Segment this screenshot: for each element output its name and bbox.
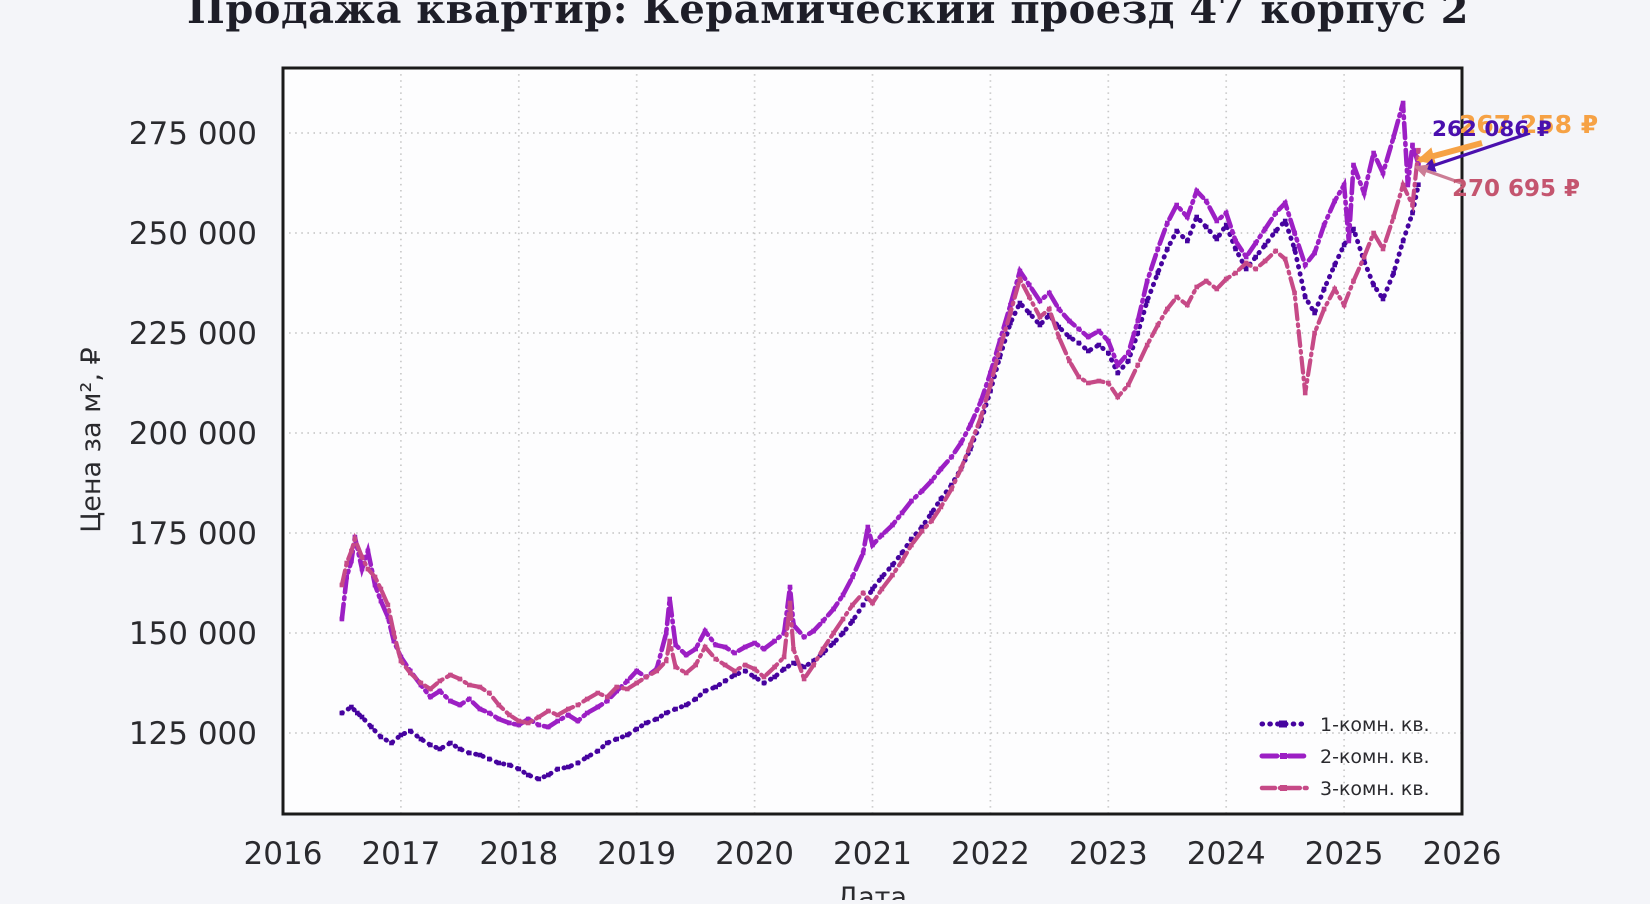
axis-tick-labels: 2016 2017 2018 2019 2020 2021 2022 2023 2024 2025… (129, 116, 1502, 872)
annotation-price-2room: 267 258 ₽ (1459, 110, 1598, 139)
x-axis-label: Дата (837, 882, 907, 900)
series-line-1room (339, 182, 1421, 782)
y-tick-label: 175 000 (129, 516, 257, 552)
legend: 1-комн. кв. 2-комн. кв. 3-комн. кв. (1259, 714, 1430, 800)
y-tick-label: 250 000 (129, 216, 257, 252)
x-tick-label: 2025 (1305, 836, 1384, 872)
x-tick-label: 2026 (1423, 836, 1502, 872)
annotation-price-3room: 270 695 ₽ (1452, 176, 1580, 202)
y-tick-label: 275 000 (129, 116, 257, 152)
x-tick-label: 2019 (597, 836, 676, 872)
x-tick-label: 2023 (1069, 836, 1148, 872)
x-tick-label: 2016 (244, 836, 323, 872)
legend-marker-1room (1279, 720, 1287, 728)
chart-title: Продажа квартир: Керамический проезд 47 … (187, 0, 1469, 33)
plot-border (281, 66, 1464, 816)
x-tick-label: 2018 (479, 836, 558, 872)
annotation-arrow-3room (1414, 164, 1465, 186)
data-series (339, 100, 1421, 782)
legend-marker-2room (1280, 753, 1287, 759)
legend-label-3room: 3-комн. кв. (1320, 778, 1430, 800)
x-tick-label: 2017 (361, 836, 440, 872)
legend-label-2room: 2-комн. кв. (1320, 746, 1430, 768)
gridlines (283, 68, 1462, 814)
y-tick-label: 200 000 (129, 416, 257, 452)
price-annotations: 267 258 ₽ 262 086 ₽ 270 695 ₽ (1414, 110, 1598, 202)
x-tick-label: 2024 (1187, 836, 1266, 872)
legend-item-1room: 1-комн. кв. (1259, 714, 1430, 736)
legend-marker-3room (1280, 785, 1287, 791)
legend-item-3room: 3-комн. кв. (1259, 778, 1430, 800)
y-tick-label: 150 000 (129, 616, 257, 652)
annotation-price-1room: 262 086 ₽ (1432, 117, 1552, 142)
y-tick-label: 125 000 (129, 716, 257, 752)
annotation-arrow-1room (1420, 131, 1531, 172)
y-axis-label: Цена за м², ₽ (76, 347, 107, 532)
annotation-arrow-2room (1416, 140, 1483, 165)
x-tick-label: 2021 (833, 836, 912, 872)
legend-label-1room: 1-комн. кв. (1320, 714, 1430, 736)
x-tick-label: 2020 (715, 836, 794, 872)
x-tick-label: 2022 (951, 836, 1030, 872)
legend-item-2room: 2-комн. кв. (1259, 746, 1430, 768)
y-tick-label: 225 000 (129, 316, 257, 352)
